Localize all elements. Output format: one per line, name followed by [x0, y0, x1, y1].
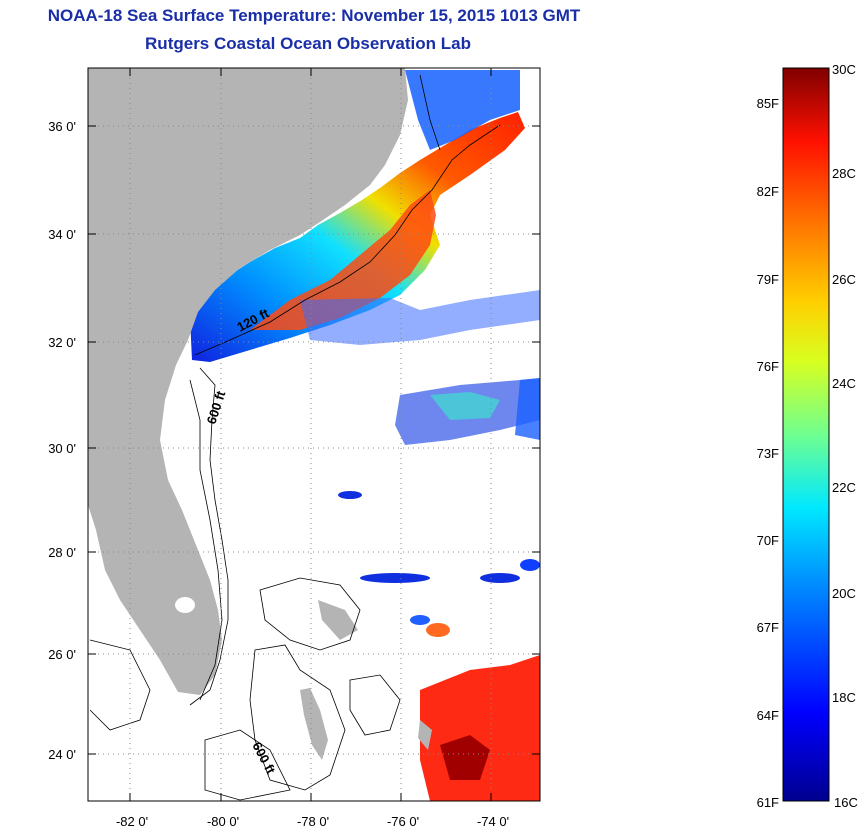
lon-label: -80 0': [207, 814, 239, 829]
colorbar-c-label: 16C: [834, 795, 858, 810]
lat-label: 32 0': [48, 335, 76, 350]
lon-label: -82 0': [116, 814, 148, 829]
colorbar-f-label: 73F: [757, 446, 779, 461]
colorbar-c-label: 26C: [832, 272, 856, 287]
lat-label: 26 0': [48, 647, 76, 662]
sst-hot-core: [440, 735, 490, 780]
map-border: [87, 67, 541, 802]
sst-shelf-swath: [190, 112, 525, 362]
colorbar-f-label: 61F: [757, 795, 779, 810]
longitude-labels: -82 0' -80 0' -78 0' -76 0' -74 0': [116, 814, 509, 829]
lat-label: 36 0': [48, 119, 76, 134]
colorbar-f-label: 76F: [757, 359, 779, 374]
colorbar-f-label: 70F: [757, 533, 779, 548]
colorbar-c-label: 22C: [832, 480, 856, 495]
lat-label: 30 0': [48, 441, 76, 456]
colorbar-c-label: 18C: [832, 690, 856, 705]
map-title: NOAA-18 Sea Surface Temperature: Novembe…: [47, 6, 581, 25]
graticule: [88, 68, 540, 801]
land-bahamas: [300, 600, 432, 760]
colorbar-fahrenheit-labels: 85F 82F 79F 76F 73F 70F 67F 64F 61F: [757, 96, 779, 810]
lat-label: 34 0': [48, 227, 76, 242]
lat-label: 24 0': [48, 747, 76, 762]
colorbar-f-label: 85F: [757, 96, 779, 111]
sst-colorbar: [782, 67, 830, 802]
lat-label: 28 0': [48, 545, 76, 560]
lon-label: -78 0': [297, 814, 329, 829]
latitude-labels: 36 0' 34 0' 32 0' 30 0' 28 0' 26 0' 24 0…: [48, 119, 76, 762]
map-subtitle: Rutgers Coastal Ocean Observation Lab: [145, 34, 471, 53]
colorbar-f-label: 82F: [757, 184, 779, 199]
colorbar-celsius-labels: 30C 28C 26C 24C 22C 20C 18C 16C: [832, 62, 858, 810]
colorbar-f-label: 67F: [757, 620, 779, 635]
colorbar-c-label: 24C: [832, 376, 856, 391]
bathymetry-contours: [89, 74, 501, 801]
colorbar-f-label: 64F: [757, 708, 779, 723]
colorbar-c-label: 30C: [832, 62, 856, 77]
sst-scattered-patches: [300, 290, 540, 637]
colorbar-c-label: 20C: [832, 586, 856, 601]
land-southeast-us: [88, 68, 408, 695]
lake-okeechobee: [175, 597, 195, 613]
colorbar-f-label: 79F: [757, 272, 779, 287]
axis-ticks: [88, 68, 540, 801]
lon-label: -76 0': [387, 814, 419, 829]
lon-label: -74 0': [477, 814, 509, 829]
colorbar-c-label: 28C: [832, 166, 856, 181]
